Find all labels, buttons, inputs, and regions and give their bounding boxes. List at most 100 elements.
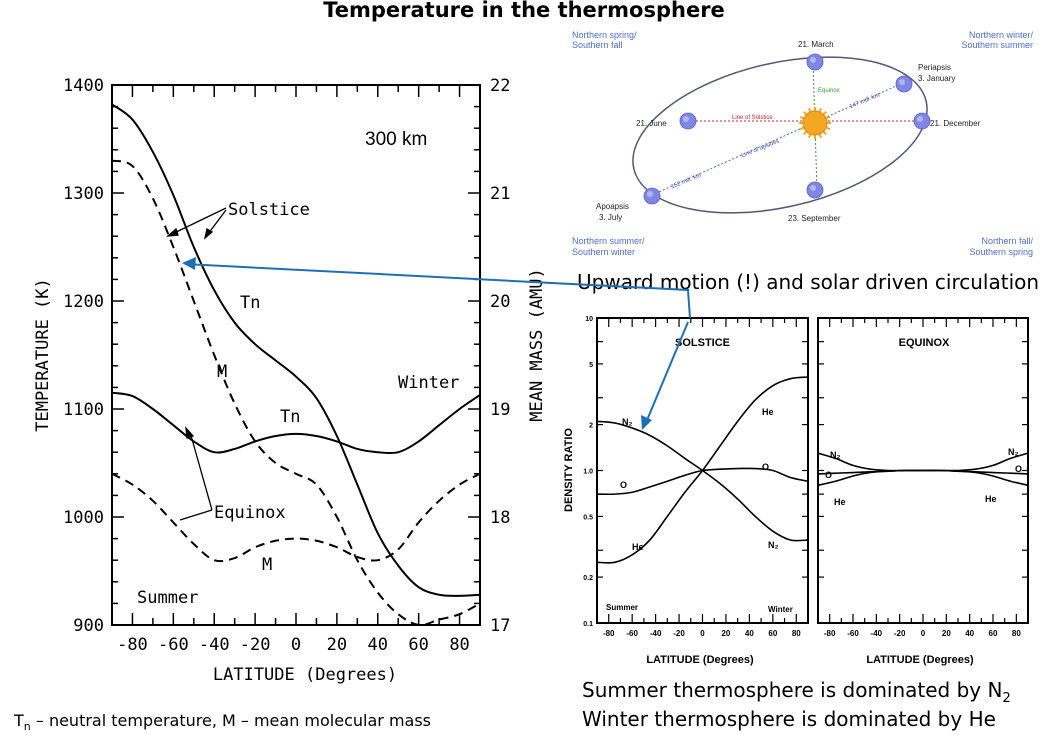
caption-right-2: Winter thermosphere is dominated by He bbox=[582, 707, 996, 731]
x-tick-label: -40 bbox=[199, 635, 230, 655]
equinox-annotation: Equinox bbox=[214, 503, 286, 523]
density-x-tick: -40 bbox=[650, 629, 662, 638]
y-tick-label: 1300 bbox=[63, 184, 104, 204]
season-top-right-1: Northern winter/ bbox=[969, 30, 1034, 40]
series-tn_solstice bbox=[111, 103, 481, 597]
series-m_solstice bbox=[111, 159, 481, 627]
density-y-tick: 0.5 bbox=[583, 514, 593, 521]
solstice-line-label: Line of Solstice bbox=[732, 115, 773, 121]
density-x-tick: -80 bbox=[824, 629, 836, 638]
y-axis-label: TEMPERATURE (K) bbox=[33, 278, 53, 432]
season-top-right-2: Southern summer bbox=[961, 40, 1033, 50]
density-label-he: He bbox=[985, 494, 997, 504]
series-m_equinox bbox=[111, 472, 481, 563]
density-x-tick: -60 bbox=[847, 629, 859, 638]
december-label: 21. December bbox=[930, 119, 981, 128]
y2-tick-label: 21 bbox=[490, 184, 510, 204]
x-tick-label: 80 bbox=[449, 635, 469, 655]
density-label-o: O bbox=[620, 480, 627, 490]
density-label-n2: N₂ bbox=[1008, 447, 1019, 457]
tn-equinox-label: Tn bbox=[280, 407, 300, 427]
y-tick-label: 1000 bbox=[63, 508, 104, 528]
equinox-line-label: Equinox bbox=[818, 88, 840, 94]
altitude-label: 300 km bbox=[365, 129, 427, 150]
equinox-x-label: LATITUDE (Degrees) bbox=[866, 654, 974, 666]
density-y-tick: 10 bbox=[585, 316, 593, 323]
sun-icon bbox=[799, 107, 831, 139]
apoapsis-label-2: 3. July bbox=[599, 213, 622, 222]
x-tick-label: -60 bbox=[158, 635, 189, 655]
season-bottom-left-2: Southern winter bbox=[572, 247, 635, 257]
apoapsis-label-1: Apoapsis bbox=[596, 202, 629, 211]
winter-label: Winter bbox=[398, 373, 459, 393]
density-x-tick: 0 bbox=[700, 629, 705, 638]
x-axis-label: LATITUDE (Degrees) bbox=[213, 665, 397, 685]
density-y-tick: 0.2 bbox=[583, 575, 593, 582]
density-label-o: O bbox=[825, 470, 832, 480]
caption-left: Tn – neutral temperature, M – mean molec… bbox=[14, 711, 431, 733]
equinox-title: EQUINOX bbox=[899, 337, 950, 349]
density-winter-label: Winter bbox=[768, 605, 793, 614]
solstice-x-label: LATITUDE (Degrees) bbox=[646, 654, 754, 666]
caption-n2-text: Summer thermosphere is dominated by N bbox=[582, 678, 1003, 702]
density-summer-label: Summer bbox=[606, 603, 638, 612]
y-tick-label: 1100 bbox=[63, 400, 104, 420]
m-solstice-label: M bbox=[217, 362, 227, 382]
x-tick-label: 0 bbox=[291, 635, 301, 655]
y-tick-label: 1400 bbox=[63, 76, 104, 96]
density-x-tick: -80 bbox=[603, 629, 615, 638]
density-x-tick: 40 bbox=[965, 629, 974, 638]
caption-tn-sub: n bbox=[23, 720, 31, 734]
equinox-line bbox=[812, 62, 818, 191]
periapsis-label-2: 3. January bbox=[918, 74, 955, 83]
right-heading: Upward motion (!) and solar driven circu… bbox=[577, 270, 1040, 294]
density-label-n2: N₂ bbox=[830, 450, 841, 460]
caption-tn-text: – neutral temperature, M – mean molecula… bbox=[30, 711, 432, 730]
m-equinox-label: M bbox=[262, 555, 272, 575]
density-label-n2: N₂ bbox=[768, 540, 779, 550]
season-bottom-right-2: Southern spring bbox=[969, 247, 1033, 257]
y2-tick-label: 20 bbox=[490, 292, 510, 312]
march-label: 21. March bbox=[798, 40, 834, 49]
season-bottom-right-1: Northern fall/ bbox=[981, 236, 1033, 246]
density-x-tick: -20 bbox=[894, 629, 906, 638]
density-label-he: He bbox=[632, 542, 644, 552]
caption-n2-sub: 2 bbox=[1002, 691, 1011, 706]
season-top-left-1: Northern spring/ bbox=[572, 30, 637, 40]
density-y-tick: 5 bbox=[589, 362, 593, 369]
september-label: 23. September bbox=[788, 214, 841, 223]
density-label-o: O bbox=[1015, 464, 1022, 474]
density-y-label: DENSITY RATIO bbox=[563, 428, 575, 512]
y2-axis-label: MEAN MASS (AMU) bbox=[527, 268, 547, 422]
june-label: 21. June bbox=[636, 119, 667, 128]
x-tick-label: -20 bbox=[240, 635, 271, 655]
density-x-tick: 60 bbox=[989, 629, 998, 638]
series-tn_equinox bbox=[111, 391, 481, 455]
page-title: Temperature in the thermosphere bbox=[323, 0, 725, 22]
orbit-ellipse bbox=[632, 56, 928, 214]
x-tick-label: 40 bbox=[368, 635, 388, 655]
density-y-tick: 2 bbox=[589, 423, 593, 430]
season-bottom-left-1: Northern summer/ bbox=[572, 236, 645, 246]
y2-tick-label: 18 bbox=[490, 508, 510, 528]
density-x-tick: 20 bbox=[942, 629, 951, 638]
season-top-left-2: Southern fall bbox=[572, 40, 623, 50]
density-label-he: He bbox=[834, 497, 846, 507]
summer-label: Summer bbox=[137, 588, 198, 608]
density-y-tick: 1.0 bbox=[583, 469, 593, 476]
y-tick-label: 900 bbox=[73, 616, 104, 636]
density-y-tick: 0.1 bbox=[583, 621, 593, 628]
tn-solstice-label: Tn bbox=[240, 293, 260, 313]
x-tick-label: 20 bbox=[327, 635, 347, 655]
y2-tick-label: 22 bbox=[490, 76, 510, 96]
density-label-o: O bbox=[762, 462, 769, 472]
y-tick-label: 1200 bbox=[63, 292, 104, 312]
periapsis-label-1: Periapsis bbox=[918, 63, 951, 72]
density-series-he-1 bbox=[817, 469, 1029, 487]
caption-tn-t: T bbox=[14, 711, 24, 730]
caption-right-1: Summer thermosphere is dominated by N2 bbox=[582, 678, 1011, 706]
